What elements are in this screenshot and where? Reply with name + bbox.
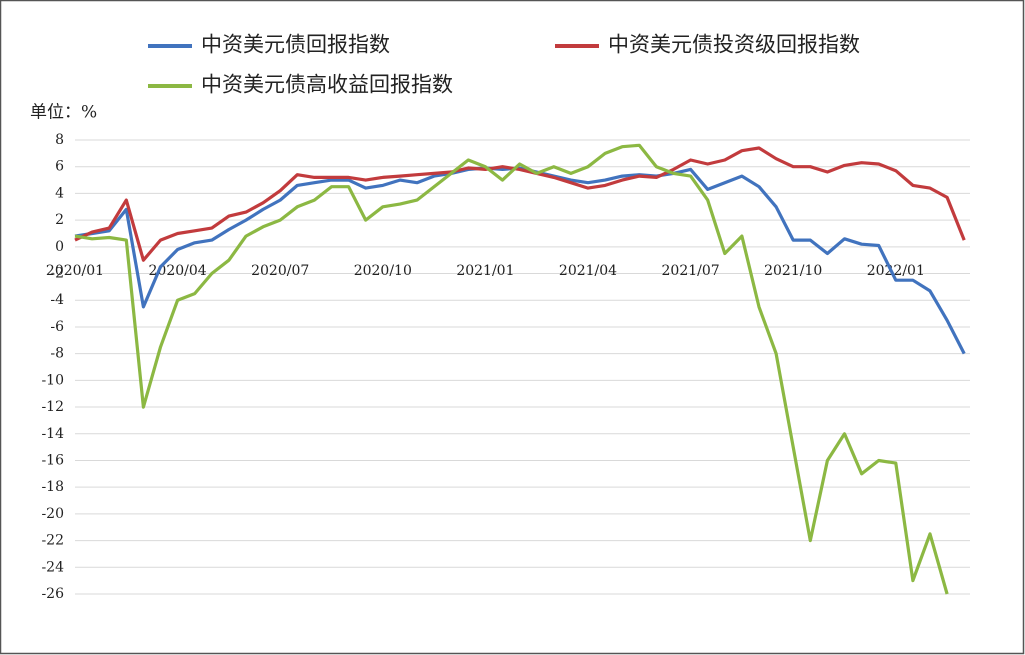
- x-tick-label: 2022/01: [867, 263, 925, 279]
- y-tick-label: -12: [41, 399, 64, 415]
- x-tick-label: 2021/10: [764, 263, 822, 279]
- y-tick-label: -2: [50, 266, 64, 282]
- y-tick-label: -6: [50, 319, 64, 335]
- x-tick-label: 2021/04: [559, 263, 617, 279]
- y-tick-label: -4: [50, 292, 64, 308]
- series-line: [74, 146, 966, 262]
- x-tick-label: 2020/07: [251, 263, 309, 279]
- y-tick-label: 0: [55, 239, 64, 255]
- y-tick-label: -24: [41, 559, 64, 575]
- legend-label: 中资美元债回报指数: [201, 33, 390, 57]
- y-tick-label: 4: [55, 185, 64, 201]
- y-tick-label: 8: [55, 132, 64, 148]
- x-tick-label: 2020/10: [354, 263, 412, 279]
- legend-label: 中资美元债投资级回报指数: [608, 33, 860, 57]
- series-line: [74, 143, 949, 595]
- y-tick-label: -18: [41, 479, 64, 495]
- x-tick-label: 2021/07: [662, 263, 720, 279]
- y-tick-label: -16: [41, 452, 64, 468]
- y-tick-label: 6: [55, 159, 64, 175]
- x-tick-label: 2020/01: [46, 263, 104, 279]
- x-tick-label: 2020/04: [149, 263, 207, 279]
- y-tick-label: -14: [41, 426, 64, 442]
- y-tick-label: 2: [55, 212, 64, 228]
- y-unit: 单位：%: [30, 103, 97, 123]
- y-tick-label: -26: [41, 586, 64, 602]
- y-tick-label: -8: [50, 346, 64, 362]
- y-tick-label: -20: [41, 506, 64, 522]
- legend-label: 中资美元债高收益回报指数: [201, 73, 453, 97]
- x-tick-label: 2021/01: [456, 263, 514, 279]
- y-tick-label: -10: [41, 372, 64, 388]
- y-tick-label: -22: [41, 533, 64, 549]
